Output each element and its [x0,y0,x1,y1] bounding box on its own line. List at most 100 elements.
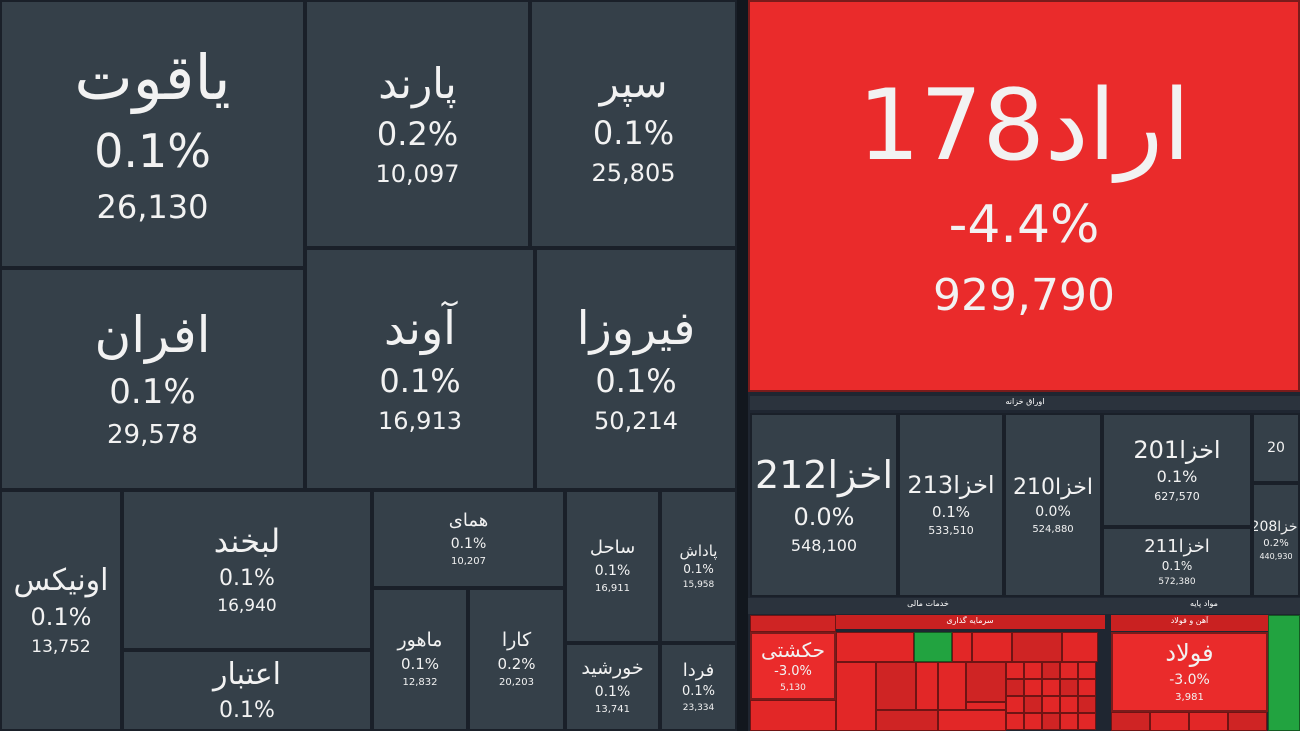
treemap-tile[interactable]: افران 0.1% 29,578 [0,268,305,490]
tile-value: 572,380 [1158,577,1196,588]
treemap-cell[interactable] [1042,679,1060,696]
tile-symbol: پارند [378,58,457,108]
treemap-cell[interactable] [1042,662,1060,679]
tile-change: 0.1% [400,655,440,674]
treemap-tile[interactable]: کارا 0.2% 20,203 [468,588,565,731]
treemap-cell[interactable] [1060,696,1078,713]
treemap-cell[interactable] [1024,662,1042,679]
treemap-cell[interactable] [1078,679,1096,696]
tile-symbol: فیروزا [576,301,696,356]
treemap-tile[interactable]: یاقوت 0.1% 26,130 [0,0,305,268]
treemap-tile[interactable]: اخزا208 0.2% 440,930 [1252,483,1300,597]
tile-value: 627,570 [1154,489,1200,503]
tile-symbol: همای [448,509,489,531]
treemap-tile[interactable]: آوند 0.1% 16,913 [305,248,535,490]
treemap-tile[interactable]: سپر 0.1% 25,805 [530,0,737,248]
treemap-cell[interactable] [916,662,938,710]
treemap-cell[interactable] [1042,696,1060,713]
treemap-cell[interactable] [1268,615,1300,731]
treemap-tile[interactable]: اخزا211 0.1% 572,380 [1102,527,1252,597]
treemap-cell[interactable] [1060,713,1078,730]
treemap-cell[interactable] [1078,696,1096,713]
tile-symbol: سپر [599,60,668,107]
group-label: اوراق خزانه [1005,397,1045,406]
treemap-tile[interactable]: ساحل 0.1% 16,911 [565,490,660,643]
tile-change: -3.0% [774,663,812,679]
treemap-tile[interactable]: فیروزا 0.1% 50,214 [535,248,737,490]
treemap-tile[interactable]: اخزا213 0.1% 533,510 [898,413,1004,597]
treemap-cell[interactable] [1078,662,1096,679]
tile-value: 5,130 [780,682,806,693]
treemap-cell[interactable] [1111,712,1150,731]
treemap-cell[interactable] [1042,713,1060,730]
tile-value: 26,130 [96,188,209,227]
treemap-cell[interactable] [1189,712,1228,731]
tile-value: 929,790 [933,269,1115,321]
treemap-cell[interactable] [1150,712,1189,731]
treemap-tile[interactable]: اراد178 -4.4% 929,790 [748,0,1300,392]
treemap-cell[interactable] [1024,713,1042,730]
tile-value: 440,930 [1259,552,1293,562]
treemap-tile[interactable]: ماهور 0.1% 12,832 [372,588,468,731]
treemap-cell[interactable] [1228,712,1267,731]
tile-change: 0.1% [931,502,971,521]
tile-change: 0.1% [681,683,716,699]
treemap-tile[interactable]: پارند 0.2% 10,097 [305,0,530,248]
tile-symbol: ماهور [397,629,443,652]
treemap-tile[interactable]: خورشید 0.1% 13,741 [565,643,660,731]
treemap-cell[interactable] [1078,713,1096,730]
tile-change: 0.1% [1161,559,1193,574]
tile-change: 0.1% [592,113,675,152]
tile-symbol: ساحل [589,537,636,559]
treemap-tile[interactable]: لبخند 0.1% 16,940 [122,490,372,650]
treemap-tile[interactable]: فولاد -3.0% 3,981 [1111,632,1268,712]
tile-change: 0.2% [376,114,459,153]
treemap-cell[interactable] [750,700,836,731]
treemap-cell[interactable] [1060,662,1078,679]
treemap-cell[interactable] [750,615,836,632]
treemap-cell[interactable] [914,632,952,662]
tile-change: 0.1% [109,372,196,413]
tile-value: 3,981 [1175,692,1204,704]
treemap-tile[interactable]: 20 [1252,413,1300,483]
tile-value: 10,207 [451,555,486,567]
treemap-cell[interactable] [952,632,972,662]
treemap-cell[interactable] [966,702,1006,710]
treemap-cell[interactable] [1024,679,1042,696]
tile-change: 0.1% [379,362,461,401]
treemap-cell[interactable] [876,710,938,731]
treemap-tile[interactable]: همای 0.1% 10,207 [372,490,565,588]
treemap-cell[interactable] [966,662,1006,702]
treemap-tile[interactable]: اخزا210 0.0% 524,880 [1004,413,1102,597]
treemap-tile[interactable]: فردا 0.1% 23,334 [660,643,737,731]
treemap-tile[interactable]: اخزا212 0.0% 548,100 [750,413,898,597]
tile-change: 0.2% [1263,537,1289,549]
treemap-cell[interactable] [1006,713,1024,730]
treemap-tile[interactable]: اونیکس 0.1% 13,752 [0,490,122,731]
treemap-cell[interactable] [1062,632,1098,662]
treemap-tile[interactable]: اخزا201 0.1% 627,570 [1102,413,1252,527]
treemap-cell[interactable] [836,662,876,731]
tile-value: 533,510 [928,524,974,538]
treemap-tile[interactable]: اعتبار 0.1% [122,650,372,731]
treemap-cell[interactable] [876,662,916,710]
treemap-tile[interactable]: حکشتی -3.0% 5,130 [750,632,836,700]
treemap-cell[interactable] [1024,696,1042,713]
treemap-tile[interactable]: پاداش 0.1% 15,958 [660,490,737,643]
group-header: سرمایه گذاری [835,615,1105,629]
treemap-cell[interactable] [836,632,914,662]
treemap-cell[interactable] [972,632,1012,662]
treemap-cell[interactable] [1006,679,1024,696]
treemap-cell[interactable] [1006,662,1024,679]
treemap-cell[interactable] [938,710,1006,731]
group-header: خدمات مالی [748,598,1108,614]
tile-value: 548,100 [790,536,858,556]
treemap-cell[interactable] [1006,696,1024,713]
treemap-cell[interactable] [1012,632,1062,662]
treemap-cell[interactable] [938,662,966,710]
tile-change: 0.1% [30,603,92,632]
tile-change: 0.1% [1156,467,1198,487]
tile-change: 0.1% [595,362,677,401]
group-header: مواد پایه [1108,598,1300,614]
treemap-cell[interactable] [1060,679,1078,696]
